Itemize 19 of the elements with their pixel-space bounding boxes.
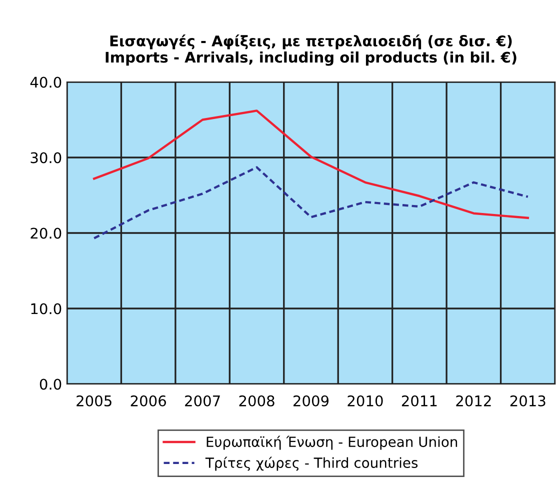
chart-title: Εισαγωγές - Αφίξεις, με πετρελαιοειδή (σε δισ. €) Imports - Arrivals, including oil products (in bil. €) bbox=[106, 34, 516, 66]
x-tick-label: 2006 bbox=[130, 395, 166, 406]
x-tick-label: 2007 bbox=[185, 395, 220, 406]
line-series bbox=[93, 110, 529, 220]
y-tick-label: 40.0 bbox=[30, 76, 62, 88]
x-tick-label: 2010 bbox=[348, 395, 383, 406]
x-tick-label: 2005 bbox=[76, 395, 112, 406]
legend-label: Ευρωπαϊκή Ένωση - European Union bbox=[206, 436, 458, 450]
x-tick-label: 2013 bbox=[510, 395, 546, 406]
y-tick-label: 20.0 bbox=[30, 228, 62, 239]
x-tick-label: 2008 bbox=[239, 395, 274, 406]
x-tick-label: 2012 bbox=[456, 395, 491, 406]
y-tick-label: 0.0 bbox=[40, 378, 62, 390]
legend-label: Τρίτες χώρες - Third countries bbox=[205, 456, 418, 471]
x-tick-label: 2011 bbox=[402, 395, 437, 406]
y-tick-label: 10.0 bbox=[31, 303, 62, 314]
y-tick-label: 30.0 bbox=[30, 152, 62, 164]
line-series bbox=[93, 166, 529, 240]
x-tick-label: 2009 bbox=[294, 395, 329, 406]
